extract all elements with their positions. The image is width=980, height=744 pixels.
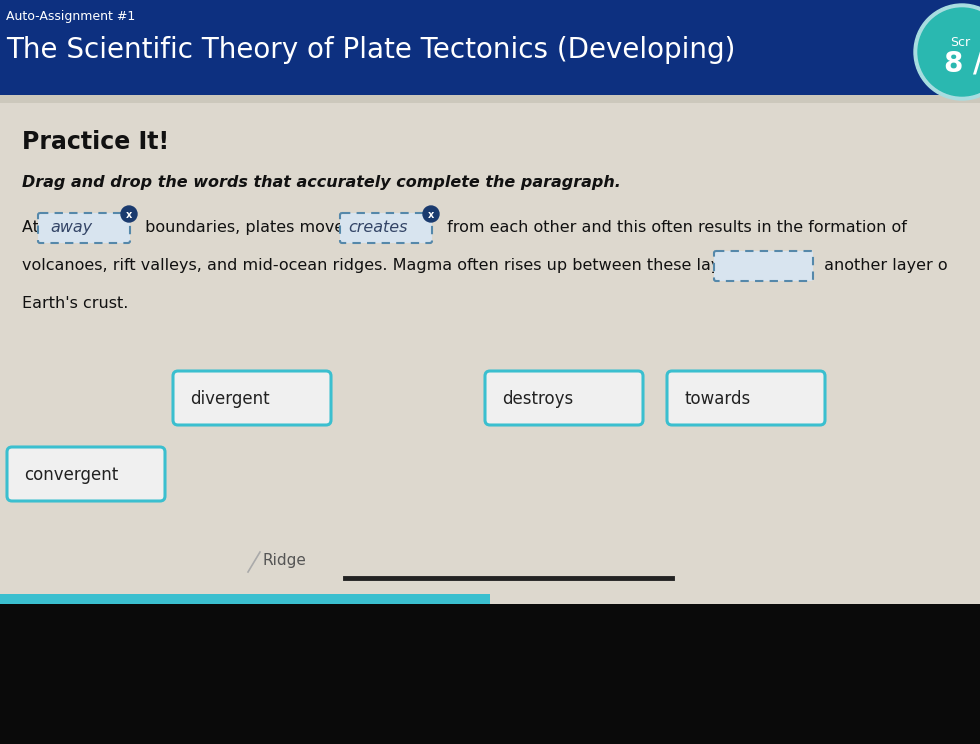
Text: boundaries, plates move slowly: boundaries, plates move slowly bbox=[140, 220, 404, 235]
Text: creates: creates bbox=[348, 220, 408, 235]
FancyBboxPatch shape bbox=[485, 371, 643, 425]
Circle shape bbox=[918, 8, 980, 96]
Text: The Scientific Theory of Plate Tectonics (Developing): The Scientific Theory of Plate Tectonics… bbox=[6, 36, 735, 64]
FancyBboxPatch shape bbox=[0, 95, 980, 103]
Text: x: x bbox=[428, 210, 434, 220]
Text: Earth's crust.: Earth's crust. bbox=[22, 296, 128, 311]
Text: from each other and this often results in the formation of: from each other and this often results i… bbox=[442, 220, 906, 235]
FancyBboxPatch shape bbox=[173, 371, 331, 425]
Circle shape bbox=[423, 206, 439, 222]
Text: divergent: divergent bbox=[190, 390, 270, 408]
Circle shape bbox=[121, 206, 137, 222]
Text: volcanoes, rift valleys, and mid-ocean ridges. Magma often rises up between thes: volcanoes, rift valleys, and mid-ocean r… bbox=[22, 258, 786, 273]
Text: x: x bbox=[125, 210, 132, 220]
FancyBboxPatch shape bbox=[714, 251, 813, 281]
Text: At: At bbox=[22, 220, 44, 235]
FancyBboxPatch shape bbox=[340, 213, 432, 243]
Text: destroys: destroys bbox=[502, 390, 573, 408]
FancyBboxPatch shape bbox=[38, 213, 130, 243]
Text: Drag and drop the words that accurately complete the paragraph.: Drag and drop the words that accurately … bbox=[22, 175, 621, 190]
Text: another layer o: another layer o bbox=[819, 258, 948, 273]
Text: Auto-Assignment #1: Auto-Assignment #1 bbox=[6, 10, 135, 23]
FancyBboxPatch shape bbox=[667, 371, 825, 425]
FancyBboxPatch shape bbox=[0, 594, 490, 604]
Text: away: away bbox=[50, 220, 92, 235]
Text: Ridge: Ridge bbox=[262, 553, 306, 568]
Circle shape bbox=[914, 4, 980, 100]
FancyBboxPatch shape bbox=[0, 0, 980, 95]
Text: Scr: Scr bbox=[950, 36, 970, 49]
FancyBboxPatch shape bbox=[7, 447, 165, 501]
Text: 8 /: 8 / bbox=[944, 50, 980, 78]
Text: towards: towards bbox=[684, 390, 751, 408]
FancyBboxPatch shape bbox=[0, 604, 980, 744]
FancyBboxPatch shape bbox=[0, 95, 980, 744]
Text: Practice It!: Practice It! bbox=[22, 130, 170, 154]
Text: convergent: convergent bbox=[24, 466, 119, 484]
